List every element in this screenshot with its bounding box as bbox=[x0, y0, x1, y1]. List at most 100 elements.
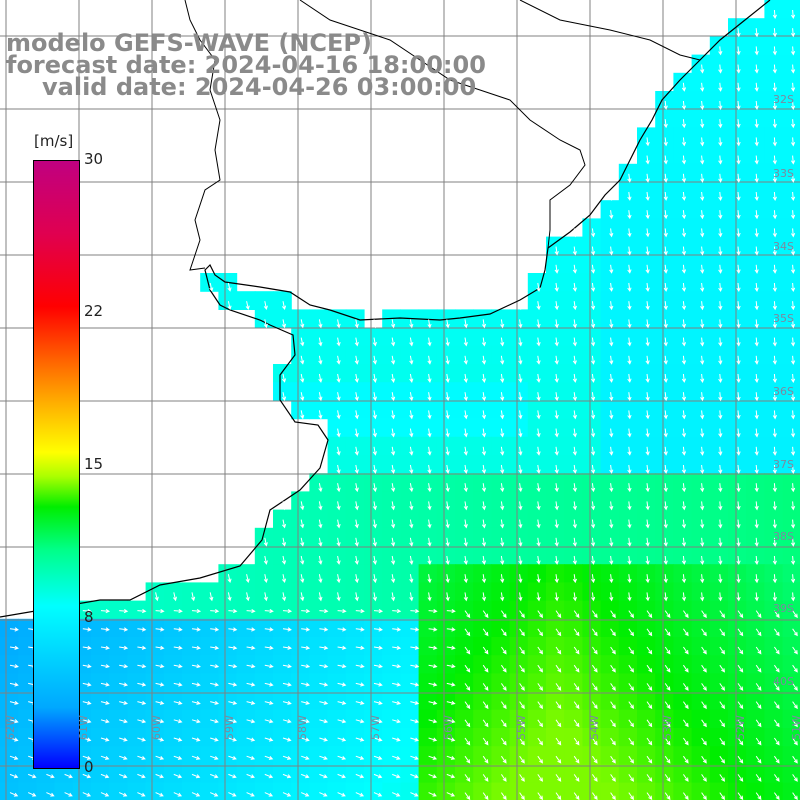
wind-cell bbox=[782, 109, 800, 128]
wind-arrow bbox=[391, 410, 396, 420]
wind-cell bbox=[200, 273, 219, 292]
wind-cell bbox=[400, 400, 420, 420]
wind-arrow bbox=[100, 608, 111, 614]
wind-cell bbox=[455, 345, 474, 365]
wind-arrow bbox=[500, 683, 507, 691]
wind-arrow bbox=[191, 645, 201, 650]
wind-arrow bbox=[373, 737, 383, 742]
wind-cell bbox=[582, 418, 602, 438]
wind-cell bbox=[382, 600, 401, 620]
wind-cell bbox=[582, 291, 602, 310]
wind-arrow bbox=[246, 719, 256, 724]
wind-arrow bbox=[772, 592, 777, 602]
wind-cell bbox=[418, 582, 438, 602]
wind-cell bbox=[637, 309, 656, 329]
wind-arrow bbox=[518, 392, 523, 402]
wind-arrow bbox=[646, 646, 653, 655]
wind-cell bbox=[746, 218, 765, 238]
wind-arrow bbox=[718, 210, 723, 220]
wind-cell bbox=[345, 782, 365, 800]
wind-arrow bbox=[445, 410, 450, 420]
wind-cell bbox=[509, 418, 529, 438]
wind-cell bbox=[455, 491, 474, 511]
wind-cell bbox=[291, 582, 310, 602]
wind-cell bbox=[436, 491, 456, 511]
wind-arrow bbox=[337, 645, 347, 650]
wind-cell bbox=[782, 364, 800, 383]
wind-arrow bbox=[155, 773, 164, 779]
wind-arrow bbox=[610, 664, 616, 673]
wind-arrow bbox=[591, 683, 598, 691]
wind-arrow bbox=[792, 610, 798, 619]
wind-arrow bbox=[119, 608, 129, 614]
wind-arrow bbox=[300, 392, 305, 402]
wind-arrow bbox=[610, 737, 616, 746]
wind-arrow bbox=[736, 373, 741, 384]
wind-arrow bbox=[391, 464, 396, 474]
wind-arrow bbox=[373, 664, 383, 669]
wind-arrow bbox=[591, 755, 598, 764]
wind-cell bbox=[728, 564, 747, 583]
wind-cell bbox=[127, 764, 147, 784]
wind-cell bbox=[509, 327, 529, 347]
wind-arrow bbox=[82, 608, 92, 614]
wind-arrow bbox=[372, 592, 377, 602]
wind-cell bbox=[400, 600, 420, 620]
wind-arrow bbox=[246, 645, 256, 650]
wind-cell bbox=[382, 491, 401, 511]
wind-arrow bbox=[719, 664, 726, 673]
wind-arrow bbox=[282, 608, 293, 614]
wind-cell bbox=[691, 273, 711, 292]
wind-arrow bbox=[682, 755, 689, 764]
wind-arrow bbox=[609, 210, 614, 220]
wind-arrow bbox=[155, 608, 165, 614]
wind-arrow bbox=[754, 464, 759, 475]
wind-arrow bbox=[318, 319, 323, 329]
wind-arrow bbox=[409, 464, 414, 474]
wind-cell bbox=[600, 673, 620, 693]
wind-arrow bbox=[119, 627, 129, 632]
wind-cell bbox=[382, 782, 401, 800]
wind-cell bbox=[546, 382, 565, 401]
wind-cell bbox=[436, 327, 456, 347]
wind-cell bbox=[746, 400, 765, 420]
wind-cell bbox=[637, 782, 656, 800]
wind-arrow bbox=[391, 319, 396, 329]
wind-cell bbox=[291, 509, 310, 529]
wind-cell bbox=[345, 709, 365, 729]
wind-cell bbox=[527, 746, 547, 765]
wind-arrow bbox=[137, 719, 147, 724]
wind-cell bbox=[473, 564, 492, 583]
wind-cell bbox=[473, 728, 492, 747]
wind-cell bbox=[691, 509, 711, 529]
wind-cell bbox=[291, 637, 310, 656]
wind-cell bbox=[637, 637, 656, 656]
wind-arrow bbox=[336, 337, 341, 347]
wind-arrow bbox=[719, 628, 726, 637]
wind-cell bbox=[582, 455, 602, 474]
wind-arrow bbox=[790, 337, 796, 347]
wind-cell bbox=[709, 418, 729, 438]
wind-arrow bbox=[281, 537, 287, 547]
wind-cell bbox=[473, 400, 492, 420]
wind-arrow bbox=[263, 301, 268, 311]
wind-cell bbox=[509, 546, 529, 565]
wind-cell bbox=[400, 691, 420, 711]
wind-arrow bbox=[790, 46, 796, 56]
wind-cell bbox=[145, 764, 165, 784]
wind-cell bbox=[527, 509, 547, 529]
wind-cell bbox=[618, 364, 638, 383]
wind-arrow bbox=[610, 646, 616, 655]
wind-arrow bbox=[263, 574, 268, 584]
wind-arrow bbox=[82, 773, 92, 779]
wind-cell bbox=[18, 709, 37, 729]
wind-cell bbox=[709, 182, 729, 201]
wind-cell bbox=[637, 200, 656, 219]
lat-label-38s: 38S bbox=[773, 530, 794, 543]
wind-arrow bbox=[519, 610, 525, 619]
wind-cell bbox=[691, 400, 711, 420]
wind-arrow bbox=[682, 792, 689, 800]
wind-arrow bbox=[736, 82, 741, 92]
wind-arrow bbox=[173, 645, 183, 650]
wind-cell bbox=[345, 764, 365, 784]
